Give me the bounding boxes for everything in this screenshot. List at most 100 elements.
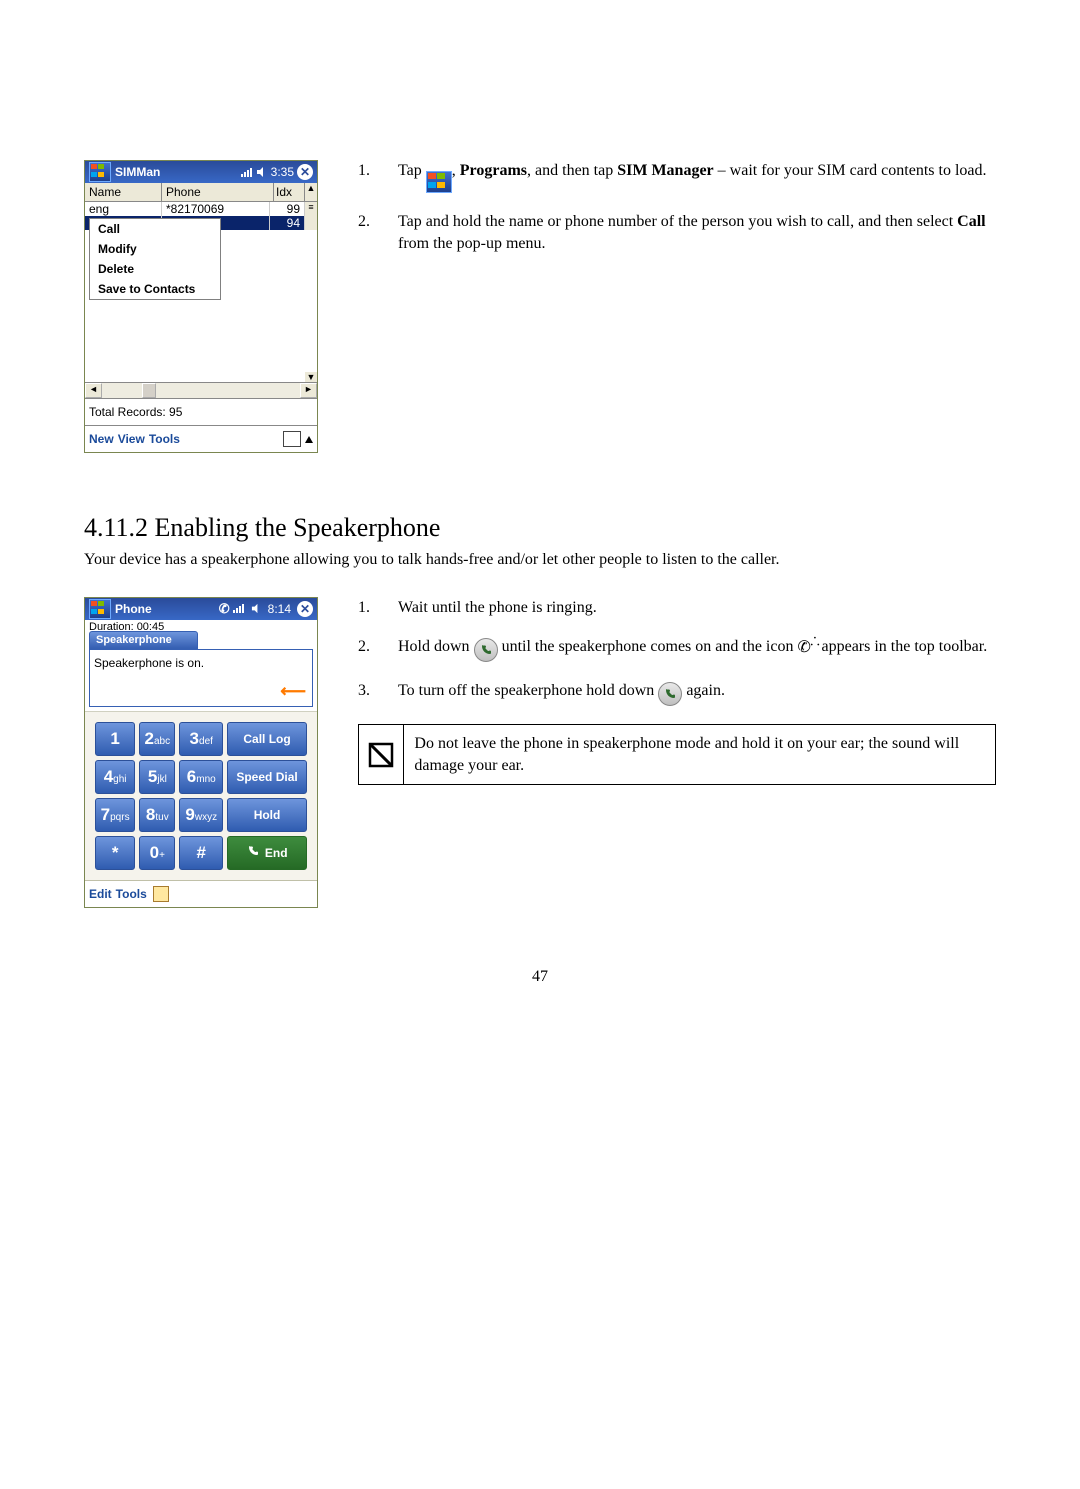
bold-programs: Programs	[460, 162, 527, 179]
end-button[interactable]: End	[227, 836, 307, 870]
scroll-thumb[interactable]: ≡	[305, 202, 317, 216]
step-text: , and then tap	[527, 162, 617, 179]
windows-logo-icon	[89, 599, 111, 619]
key-5[interactable]: 5jkl	[139, 760, 175, 794]
key-1[interactable]: 1	[95, 722, 135, 756]
menu-tools[interactable]: Tools	[116, 887, 147, 901]
step-text: Hold down	[398, 638, 474, 655]
talk-button-icon	[474, 638, 498, 662]
bold-call: Call	[957, 213, 985, 230]
end-label: End	[265, 846, 288, 860]
call-log-button[interactable]: Call Log	[227, 722, 307, 756]
hold-button[interactable]: Hold	[227, 798, 307, 832]
clock: 8:14	[268, 602, 291, 616]
signal-icon	[233, 604, 245, 613]
menu-delete[interactable]: Delete	[90, 259, 220, 279]
key-4[interactable]: 4ghi	[95, 760, 135, 794]
key-star[interactable]: *	[95, 836, 135, 870]
scroll-up-icon[interactable]: ▲	[305, 183, 317, 201]
step-text: To turn off the speakerphone hold down	[398, 682, 658, 699]
speakerphone-status-icon: ✆	[219, 601, 230, 617]
key-3[interactable]: 3def	[179, 722, 223, 756]
menu-tools[interactable]: Tools	[149, 432, 180, 446]
key-9[interactable]: 9wxyz	[179, 798, 223, 832]
horizontal-scrollbar[interactable]: ◄ ►	[85, 382, 317, 398]
scroll-thumb[interactable]	[142, 383, 156, 398]
speakerphone-icon: ✆⸫	[797, 637, 817, 655]
sim-table-header: Name Phone Idx ▲	[85, 183, 317, 202]
speed-dial-button[interactable]: Speed Dial	[227, 760, 307, 794]
intro-text: Your device has a speakerphone allowing …	[84, 549, 996, 571]
menu-call[interactable]: Call	[90, 219, 220, 239]
warning-box: Do not leave the phone in speakerphone m…	[358, 724, 996, 785]
scroll-down-icon[interactable]: ▼	[305, 372, 317, 382]
col-idx[interactable]: Idx	[274, 183, 305, 201]
simman-screenshot: SIMMan 3:35 ✕ Name Phone Idx ▲	[84, 160, 318, 453]
cell-idx: 99	[270, 202, 305, 216]
windows-logo-icon	[89, 162, 111, 182]
step-text: Tap and hold the name or phone number of…	[398, 213, 957, 230]
col-name[interactable]: Name	[85, 183, 162, 201]
status-area: Speakerphone is on. ⟵	[89, 649, 313, 707]
key-7[interactable]: 7pqrs	[95, 798, 135, 832]
phone-menubar: Edit Tools	[85, 880, 317, 907]
context-menu: Call Modify Delete Save to Contacts	[89, 218, 221, 300]
step-text: appears in the top toolbar.	[821, 638, 987, 655]
menu-edit[interactable]: Edit	[89, 887, 112, 901]
step-text: ,	[452, 162, 460, 179]
scroll-right-icon[interactable]: ►	[300, 383, 317, 398]
total-records: Total Records: 95	[85, 398, 317, 425]
speakerphone-status-text: Speakerphone is on.	[94, 656, 204, 670]
step-text: Tap	[398, 162, 426, 179]
notes-icon[interactable]	[153, 886, 169, 902]
back-arrow-icon[interactable]: ⟵	[280, 681, 306, 702]
volume-icon	[256, 166, 268, 178]
cell-phone: *82170069	[162, 202, 270, 216]
call-duration: Duration: 00:45	[85, 620, 317, 633]
cell-name: eng	[85, 202, 162, 216]
phone-keypad: 1 2abc 3def Call Log 4ghi 5jkl 6mno Spee…	[85, 711, 317, 880]
speakerphone-tab[interactable]: Speakerphone	[89, 631, 198, 649]
volume-icon	[251, 603, 262, 614]
step-number: 1.	[358, 160, 398, 193]
step-text: – wait for your SIM card contents to loa…	[714, 162, 987, 179]
simman-title: SIMMan	[115, 165, 160, 179]
phone-titlebar: Phone ✆ 8:14 ✕	[85, 598, 317, 620]
simman-titlebar: SIMMan 3:35 ✕	[85, 161, 317, 183]
table-row[interactable]: eng *82170069 99 ≡	[85, 202, 317, 216]
col-phone[interactable]: Phone	[162, 183, 274, 201]
close-icon[interactable]: ✕	[297, 164, 313, 180]
sim-menubar: New View Tools	[85, 425, 317, 452]
step-number: 2.	[358, 636, 398, 662]
key-hash[interactable]: #	[179, 836, 223, 870]
windows-logo-icon	[426, 171, 452, 193]
bold-sim-manager: SIM Manager	[617, 162, 713, 179]
key-8[interactable]: 8tuv	[139, 798, 175, 832]
step-number: 1.	[358, 597, 398, 619]
warning-text: Do not leave the phone in speakerphone m…	[404, 725, 995, 784]
phone-title: Phone	[115, 602, 152, 616]
close-icon[interactable]: ✕	[297, 601, 313, 617]
phone-screenshot: Phone ✆ 8:14 ✕ Duration: 00:45 Spe	[84, 597, 318, 908]
menu-new[interactable]: New	[89, 432, 114, 446]
instructions-speakerphone: 1. Wait until the phone is ringing. 2. H…	[358, 597, 996, 707]
menu-modify[interactable]: Modify	[90, 239, 220, 259]
menu-save-to-contacts[interactable]: Save to Contacts	[90, 279, 220, 299]
warning-icon	[359, 725, 404, 784]
menu-up-icon[interactable]	[305, 436, 313, 443]
step-text: Wait until the phone is ringing.	[398, 597, 996, 619]
key-0[interactable]: 0+	[139, 836, 175, 870]
menu-view[interactable]: View	[118, 432, 145, 446]
step-number: 2.	[358, 211, 398, 254]
key-2[interactable]: 2abc	[139, 722, 175, 756]
keyboard-icon[interactable]	[283, 431, 301, 447]
step-text: again.	[686, 682, 725, 699]
step-text: until the speakerphone comes on and the …	[502, 638, 798, 655]
scroll-track[interactable]	[305, 216, 317, 230]
signal-icon	[241, 168, 253, 177]
talk-button-icon	[658, 682, 682, 706]
cell-idx: 94	[270, 216, 305, 230]
scroll-left-icon[interactable]: ◄	[85, 383, 102, 398]
key-6[interactable]: 6mno	[179, 760, 223, 794]
step-text: from the pop-up menu.	[398, 235, 546, 252]
